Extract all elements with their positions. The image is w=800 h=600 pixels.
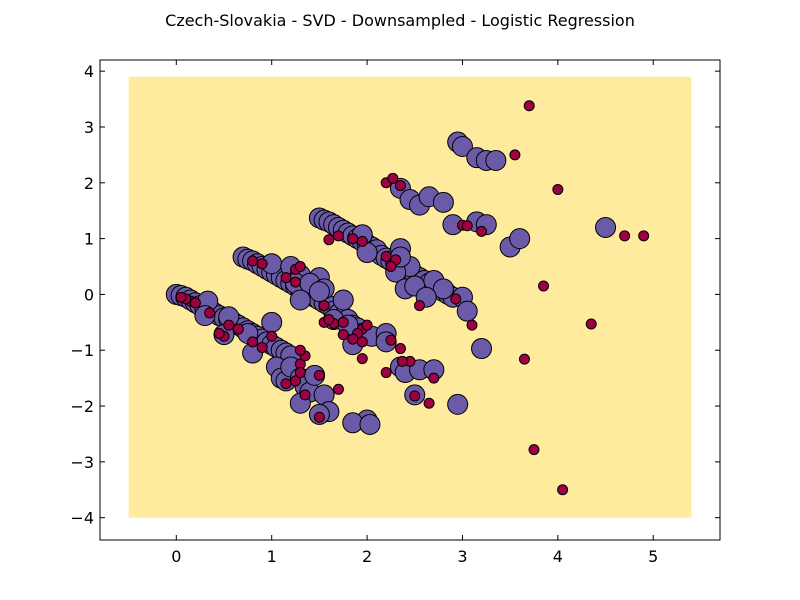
small-point-42 <box>280 272 292 284</box>
small-point-57 <box>189 297 201 309</box>
small-point-24 <box>396 355 408 367</box>
y-tick-label-1: −3 <box>70 453 94 472</box>
data-points <box>165 100 650 496</box>
small-point-63 <box>294 367 306 379</box>
small-point-5 <box>394 180 406 192</box>
small-point-20 <box>409 390 421 402</box>
small-point-12 <box>585 318 597 330</box>
large-point-125 <box>456 300 478 322</box>
x-tick-label-3: 3 <box>457 547 467 566</box>
small-point-26 <box>380 250 392 262</box>
y-tick-label-7: 3 <box>84 118 94 137</box>
small-point-67 <box>332 383 344 395</box>
small-point-19 <box>423 397 435 409</box>
large-point-152 <box>509 228 531 250</box>
small-point-29 <box>347 233 359 245</box>
small-point-70 <box>356 336 368 348</box>
y-tick-label-2: −2 <box>70 397 94 416</box>
small-point-37 <box>337 329 349 341</box>
small-point-64 <box>280 378 292 390</box>
small-point-45 <box>294 261 306 273</box>
small-point-61 <box>299 389 311 401</box>
small-point-8 <box>476 225 488 237</box>
small-point-51 <box>232 323 244 335</box>
small-point-59 <box>175 291 187 303</box>
small-point-73 <box>414 300 426 312</box>
small-point-36 <box>356 353 368 365</box>
small-point-1 <box>509 149 521 161</box>
x-tick-label-1: 1 <box>267 547 277 566</box>
large-point-94 <box>447 393 469 415</box>
small-point-43 <box>290 276 302 288</box>
x-tick-label-2: 2 <box>362 547 372 566</box>
small-point-72 <box>361 319 373 331</box>
y-tick-label-8: 4 <box>84 62 94 81</box>
small-point-65 <box>313 369 325 381</box>
small-point-54 <box>213 327 225 339</box>
small-point-55 <box>204 307 216 319</box>
small-point-11 <box>538 280 550 292</box>
large-point-134 <box>432 278 454 300</box>
large-point-142 <box>432 191 454 213</box>
small-point-41 <box>318 300 330 312</box>
x-tick-label-5: 5 <box>648 547 658 566</box>
small-point-21 <box>380 367 392 379</box>
large-point-147 <box>485 149 507 171</box>
small-point-16 <box>466 319 478 331</box>
small-point-2 <box>552 183 564 195</box>
small-point-35 <box>347 333 359 345</box>
small-point-14 <box>528 444 540 456</box>
small-point-52 <box>223 319 235 331</box>
y-tick-label-5: 1 <box>84 230 94 249</box>
small-point-32 <box>323 234 335 246</box>
small-point-49 <box>256 341 268 353</box>
large-point-30 <box>261 311 283 333</box>
large-point-83 <box>332 289 354 311</box>
small-point-66 <box>313 411 325 423</box>
small-point-18 <box>428 372 440 384</box>
x-tick-label-0: 0 <box>171 547 181 566</box>
small-point-40 <box>323 314 335 326</box>
axis-ticks: 0 1 2 3 4 5 −4 −3 −2 −1 0 1 2 3 4 <box>70 60 720 566</box>
small-point-46 <box>247 255 259 267</box>
y-tick-label-6: 2 <box>84 174 94 193</box>
small-point-30 <box>356 235 368 247</box>
small-point-50 <box>247 336 259 348</box>
y-tick-label-3: −1 <box>70 341 94 360</box>
small-point-22 <box>394 343 406 355</box>
small-point-7 <box>461 220 473 232</box>
chart-title: Czech-Slovakia - SVD - Downsampled - Log… <box>165 11 635 30</box>
small-point-31 <box>332 230 344 242</box>
y-tick-label-0: −4 <box>70 509 94 528</box>
small-point-13 <box>518 353 530 365</box>
large-point-153 <box>595 216 617 238</box>
large-point-144 <box>451 136 473 158</box>
x-tick-label-4: 4 <box>553 547 563 566</box>
small-point-28 <box>385 261 397 273</box>
large-point-46 <box>359 413 381 435</box>
large-point-81 <box>289 289 311 311</box>
large-point-126 <box>471 338 493 360</box>
small-point-0 <box>523 100 535 112</box>
large-point-82 <box>308 281 330 303</box>
small-point-69 <box>294 344 306 356</box>
small-point-47 <box>256 258 268 270</box>
small-point-25 <box>385 334 397 346</box>
axes-frame <box>99 59 721 541</box>
small-point-48 <box>266 330 278 342</box>
small-point-10 <box>638 230 650 242</box>
small-point-4 <box>387 172 399 184</box>
small-point-15 <box>557 484 569 496</box>
y-tick-label-4: 0 <box>84 285 94 304</box>
small-point-17 <box>450 293 462 305</box>
small-point-71 <box>337 316 349 328</box>
small-point-9 <box>619 230 631 242</box>
